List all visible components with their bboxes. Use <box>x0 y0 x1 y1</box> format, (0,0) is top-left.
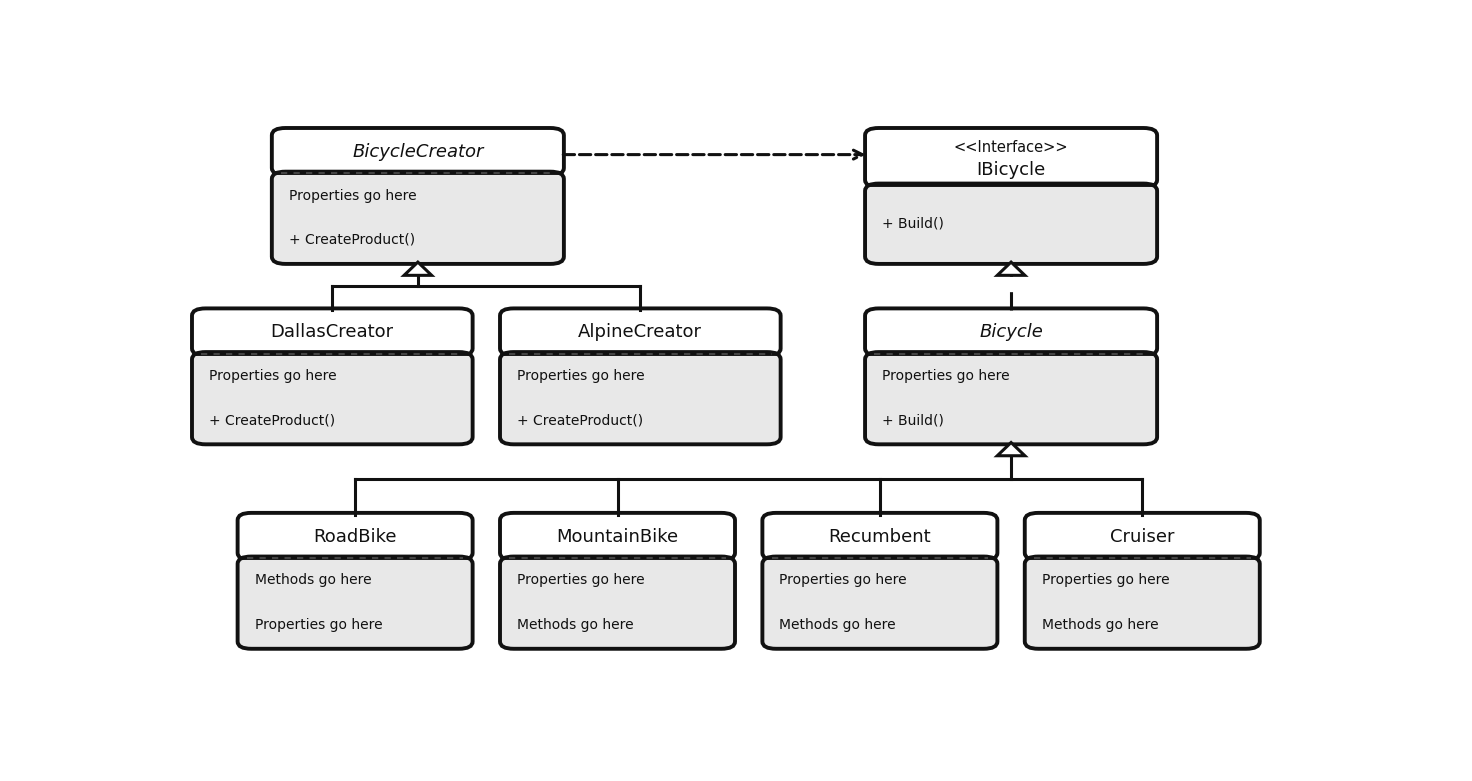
Text: Properties go here: Properties go here <box>289 189 417 202</box>
Text: Properties go here: Properties go here <box>209 369 337 383</box>
Text: Properties go here: Properties go here <box>1042 573 1170 587</box>
Text: AlpineCreator: AlpineCreator <box>578 323 702 341</box>
Text: <<Interface>>: <<Interface>> <box>954 140 1069 155</box>
Text: + CreateProduct(): + CreateProduct() <box>289 233 415 247</box>
FancyBboxPatch shape <box>762 557 998 649</box>
Polygon shape <box>997 443 1025 456</box>
Text: IBicycle: IBicycle <box>976 161 1045 179</box>
Text: Cruiser: Cruiser <box>1110 527 1175 545</box>
Text: Properties go here: Properties go here <box>882 369 1010 383</box>
FancyBboxPatch shape <box>500 513 735 560</box>
FancyBboxPatch shape <box>762 513 998 560</box>
FancyBboxPatch shape <box>272 172 564 264</box>
Text: Recumbent: Recumbent <box>829 527 932 545</box>
Text: Methods go here: Methods go here <box>517 618 634 632</box>
Text: Properties go here: Properties go here <box>517 573 645 587</box>
Text: + CreateProduct(): + CreateProduct() <box>209 413 336 427</box>
Text: Properties go here: Properties go here <box>517 369 645 383</box>
Text: Methods go here: Methods go here <box>255 573 371 587</box>
FancyBboxPatch shape <box>191 308 473 355</box>
Text: Properties go here: Properties go here <box>780 573 907 587</box>
Text: MountainBike: MountainBike <box>556 527 679 545</box>
FancyBboxPatch shape <box>500 352 780 444</box>
Text: + Build(): + Build() <box>882 413 944 427</box>
FancyBboxPatch shape <box>866 128 1157 187</box>
FancyBboxPatch shape <box>191 352 473 444</box>
FancyBboxPatch shape <box>237 513 473 560</box>
Text: Properties go here: Properties go here <box>255 618 383 632</box>
Text: RoadBike: RoadBike <box>314 527 397 545</box>
Text: + CreateProduct(): + CreateProduct() <box>517 413 643 427</box>
Polygon shape <box>997 262 1025 276</box>
Text: Methods go here: Methods go here <box>780 618 896 632</box>
FancyBboxPatch shape <box>500 557 735 649</box>
FancyBboxPatch shape <box>1025 557 1260 649</box>
Text: Methods go here: Methods go here <box>1042 618 1158 632</box>
FancyBboxPatch shape <box>866 352 1157 444</box>
FancyBboxPatch shape <box>1025 513 1260 560</box>
Text: BicycleCreator: BicycleCreator <box>352 143 483 161</box>
FancyBboxPatch shape <box>272 128 564 175</box>
Text: Bicycle: Bicycle <box>979 323 1044 341</box>
Text: + Build(): + Build() <box>882 217 944 230</box>
Polygon shape <box>403 262 431 276</box>
FancyBboxPatch shape <box>866 308 1157 355</box>
Text: DallasCreator: DallasCreator <box>271 323 394 341</box>
FancyBboxPatch shape <box>237 557 473 649</box>
FancyBboxPatch shape <box>500 308 780 355</box>
FancyBboxPatch shape <box>866 184 1157 264</box>
